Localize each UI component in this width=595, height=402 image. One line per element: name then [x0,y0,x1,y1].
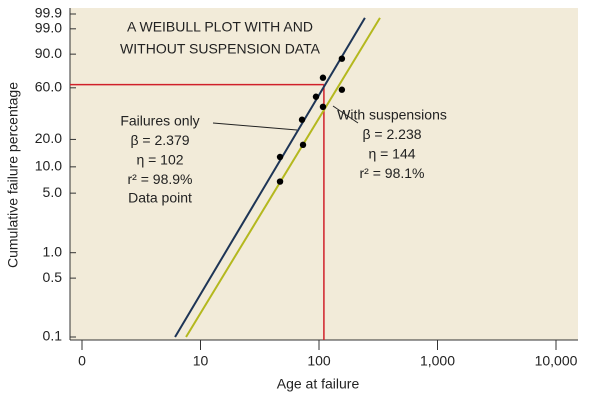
fit-line [185,17,381,338]
series-stat: r² = 98.9% [128,171,193,187]
x-tick-label: 0 [78,353,86,369]
series-stat: β = 2.379 [130,132,189,148]
y-tick-label: 90.0 [35,45,62,61]
x-tick-label: 100 [307,353,331,369]
point-annotation: Data point [128,190,192,206]
data-point [338,55,346,62]
data-point [298,116,306,123]
y-tick-label: 1.0 [43,243,63,259]
data-point [312,93,320,100]
data-point [276,178,284,185]
series-stat: η = 102 [136,152,183,168]
data-point [338,86,346,93]
x-axis-label: Age at failure [277,376,360,392]
chart-title: A WEIBULL PLOT WITH AND [127,19,313,35]
leader-line [332,105,359,124]
series-label: With suspensions [337,107,447,123]
data-point [319,103,327,111]
y-tick-label: 0.1 [43,328,63,344]
x-tick-label: 10,000 [535,353,578,369]
leader-line [212,122,298,131]
chart-title: WITHOUT SUSPENSION DATA [120,41,321,57]
y-tick-label: 99.9 [35,5,62,21]
y-tick-label: 10.0 [35,158,62,174]
y-tick-label: 60.0 [35,79,62,95]
data-point [299,141,307,149]
x-tick-label: 10 [193,353,209,369]
y-tick-label: 5.0 [43,184,63,200]
series-stat: r² = 98.1% [360,165,425,181]
fit-line [174,17,366,338]
series-stat: η = 144 [368,146,415,162]
series-label: Failures only [120,113,199,129]
y-tick-label: 0.5 [43,269,63,285]
y-tick-label: 99.0 [35,20,62,36]
data-point [276,153,284,161]
data-point [319,74,327,81]
series-stat: β = 2.238 [362,126,421,142]
y-axis-label: Cumulative failure percentage [5,82,21,268]
y-tick-label: 20.0 [35,130,62,146]
x-tick-label: 1,000 [420,353,455,369]
